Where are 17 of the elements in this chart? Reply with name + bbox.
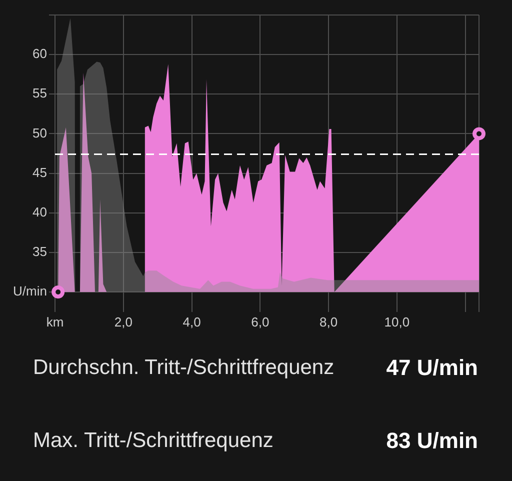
x-tick-label: 2,0: [114, 314, 132, 330]
x-tick-label: 4,0: [182, 314, 201, 330]
y-tick-label: 60: [32, 46, 47, 62]
y-tick-label: 55: [32, 86, 47, 101]
text: Max. Tritt-/Schrittfrequenz: [33, 429, 274, 453]
y-tick-label: 50: [32, 125, 47, 140]
x-tick-label: 6,0: [251, 314, 270, 330]
x-tick-label: 10,0: [384, 314, 410, 330]
y-tick-label: 35: [32, 244, 47, 260]
x-tick-label: km: [46, 314, 64, 330]
x-tick-label: 8,0: [320, 314, 338, 330]
y-tick-label: U/min: [13, 284, 47, 299]
text: 47 U/min: [386, 355, 478, 381]
text: Durchschn. Tritt-/Schrittfrequenz: [33, 356, 334, 380]
text: 83 U/min: [386, 428, 478, 454]
y-tick-label: 45: [32, 164, 47, 180]
y-tick-label: 40: [32, 204, 47, 220]
